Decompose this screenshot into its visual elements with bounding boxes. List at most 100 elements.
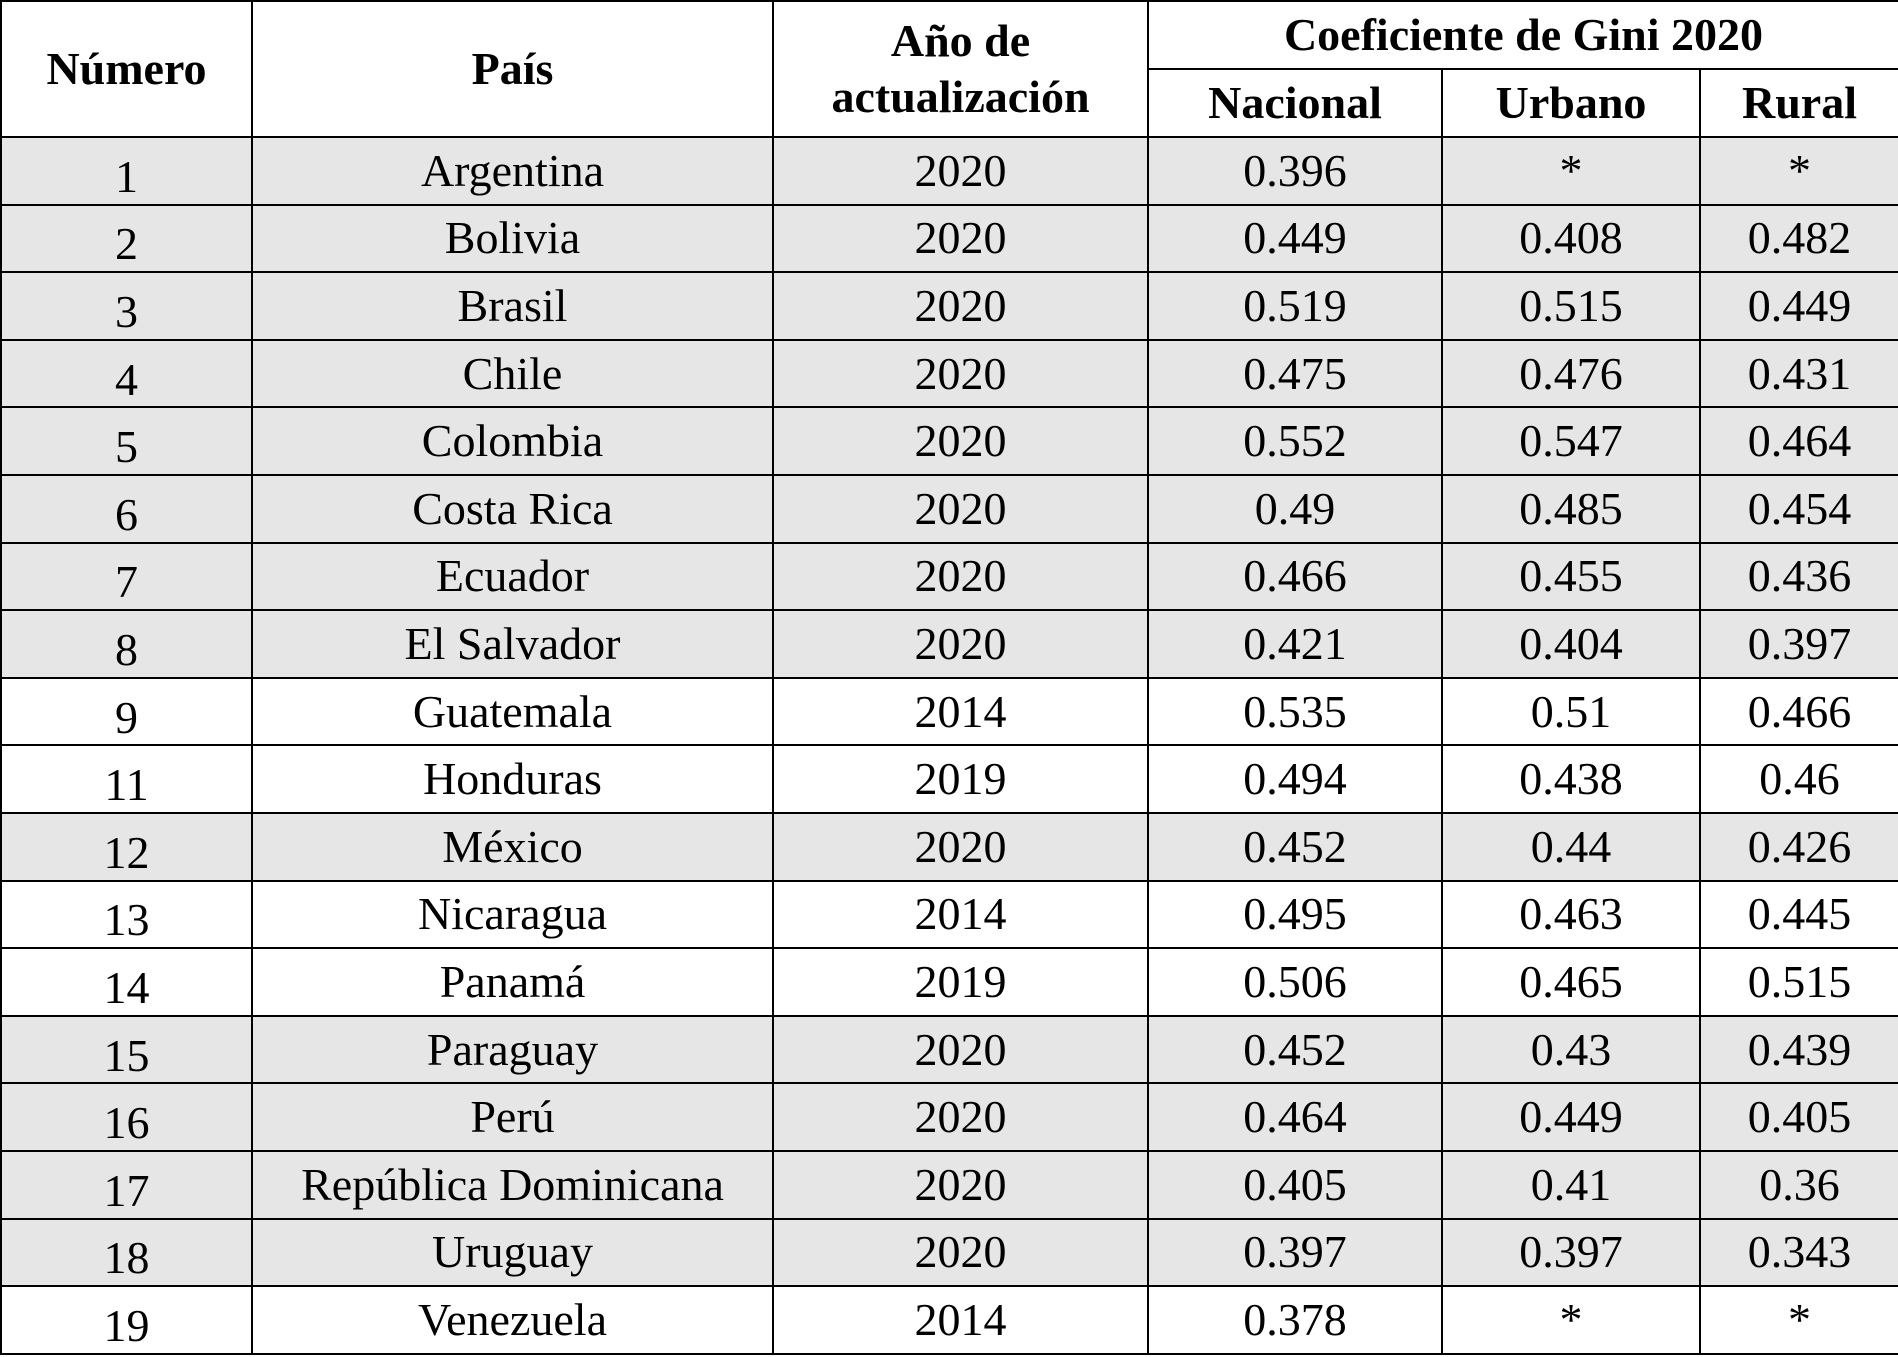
cell-anio: 2020	[772, 406, 1149, 476]
cell-numero: 2	[0, 203, 253, 274]
cell-pais: México	[251, 811, 774, 882]
cell-nacional: 0.495	[1147, 879, 1443, 950]
cell-rural: 0.36	[1698, 1149, 1898, 1220]
cell-numero: 11	[0, 744, 253, 814]
cell-rural: 0.445	[1698, 879, 1898, 950]
header-rural: Rural	[1698, 68, 1898, 138]
cell-anio: 2014	[772, 879, 1149, 950]
cell-pais: Argentina	[251, 136, 774, 206]
table-row: 13 Nicaragua 2014 0.495 0.463 0.445	[0, 879, 1898, 950]
cell-pais: Chile	[251, 338, 774, 409]
cell-rural: 0.405	[1698, 1082, 1898, 1152]
cell-urbano: 0.476	[1441, 338, 1701, 409]
cell-rural: 0.449	[1698, 271, 1898, 341]
cell-numero: 4	[0, 338, 253, 409]
cell-urbano: *	[1441, 136, 1701, 206]
cell-numero: 15	[0, 1014, 253, 1085]
cell-numero: 18	[0, 1217, 253, 1288]
table-row: 7 Ecuador 2020 0.466 0.455 0.436	[0, 541, 1898, 612]
cell-numero: 16	[0, 1082, 253, 1152]
cell-nacional: 0.552	[1147, 406, 1443, 476]
cell-pais: Bolivia	[251, 203, 774, 274]
cell-anio: 2020	[772, 1014, 1149, 1085]
cell-rural: *	[1698, 136, 1898, 206]
cell-urbano: 0.43	[1441, 1014, 1701, 1085]
cell-anio: 2020	[772, 1082, 1149, 1152]
table-row: 19 Venezuela 2014 0.378 * *	[0, 1285, 1898, 1355]
table-row: 18 Uruguay 2020 0.397 0.397 0.343	[0, 1217, 1898, 1288]
cell-pais: Costa Rica	[251, 473, 774, 544]
cell-nacional: 0.452	[1147, 1014, 1443, 1085]
cell-anio: 2020	[772, 811, 1149, 882]
cell-urbano: 0.408	[1441, 203, 1701, 274]
cell-pais: Brasil	[251, 271, 774, 341]
cell-numero: 19	[0, 1285, 253, 1355]
cell-numero: 12	[0, 811, 253, 882]
cell-nacional: 0.452	[1147, 811, 1443, 882]
cell-urbano: *	[1441, 1285, 1701, 1355]
cell-numero: 13	[0, 879, 253, 950]
cell-nacional: 0.397	[1147, 1217, 1443, 1288]
cell-urbano: 0.463	[1441, 879, 1701, 950]
cell-nacional: 0.449	[1147, 203, 1443, 274]
cell-rural: 0.343	[1698, 1217, 1898, 1288]
cell-anio: 2020	[772, 541, 1149, 612]
cell-urbano: 0.397	[1441, 1217, 1701, 1288]
table-body: 1 Argentina 2020 0.396 * * 2 Bolivia 2020 0.449 0.…	[0, 136, 1898, 1355]
cell-numero: 7	[0, 541, 253, 612]
cell-urbano: 0.485	[1441, 473, 1701, 544]
cell-anio: 2014	[772, 1285, 1149, 1355]
header-anio: Año de actualización	[772, 0, 1149, 138]
cell-anio: 2020	[772, 1149, 1149, 1220]
cell-urbano: 0.465	[1441, 947, 1701, 1017]
cell-rural: 0.466	[1698, 676, 1898, 747]
table-row: 15 Paraguay 2020 0.452 0.43 0.439	[0, 1014, 1898, 1085]
table-row: 1 Argentina 2020 0.396 * *	[0, 136, 1898, 206]
cell-urbano: 0.515	[1441, 271, 1701, 341]
table-row: 9 Guatemala 2014 0.535 0.51 0.466	[0, 676, 1898, 747]
cell-pais: Honduras	[251, 744, 774, 814]
cell-pais: República Dominicana	[251, 1149, 774, 1220]
cell-anio: 2020	[772, 136, 1149, 206]
cell-urbano: 0.404	[1441, 609, 1701, 679]
cell-nacional: 0.506	[1147, 947, 1443, 1017]
cell-nacional: 0.396	[1147, 136, 1443, 206]
table-row: 12 México 2020 0.452 0.44 0.426	[0, 811, 1898, 882]
table-row: 4 Chile 2020 0.475 0.476 0.431	[0, 338, 1898, 409]
table-header: Número País Año de actualización Coefici…	[0, 0, 1898, 138]
cell-rural: 0.397	[1698, 609, 1898, 679]
cell-numero: 17	[0, 1149, 253, 1220]
header-row-top: Número País Año de actualización Coefici…	[0, 0, 1898, 138]
header-urbano: Urbano	[1441, 68, 1701, 138]
table-row: 6 Costa Rica 2020 0.49 0.485 0.454	[0, 473, 1898, 544]
cell-rural: 0.431	[1698, 338, 1898, 409]
cell-nacional: 0.405	[1147, 1149, 1443, 1220]
table-row: 3 Brasil 2020 0.519 0.515 0.449	[0, 271, 1898, 341]
cell-pais: Ecuador	[251, 541, 774, 612]
cell-nacional: 0.519	[1147, 271, 1443, 341]
cell-numero: 14	[0, 947, 253, 1017]
cell-numero: 1	[0, 136, 253, 206]
cell-urbano: 0.51	[1441, 676, 1701, 747]
cell-nacional: 0.464	[1147, 1082, 1443, 1152]
cell-nacional: 0.494	[1147, 744, 1443, 814]
cell-numero: 3	[0, 271, 253, 341]
cell-pais: Paraguay	[251, 1014, 774, 1085]
cell-rural: 0.454	[1698, 473, 1898, 544]
table-row: 17 República Dominicana 2020 0.405 0.41 0.36	[0, 1149, 1898, 1220]
cell-anio: 2020	[772, 609, 1149, 679]
cell-rural: 0.436	[1698, 541, 1898, 612]
cell-rural: 0.46	[1698, 744, 1898, 814]
cell-urbano: 0.44	[1441, 811, 1701, 882]
table-row: 14 Panamá 2019 0.506 0.465 0.515	[0, 947, 1898, 1017]
cell-numero: 9	[0, 676, 253, 747]
header-numero: Número	[0, 0, 253, 138]
table-row: 8 El Salvador 2020 0.421 0.404 0.397	[0, 609, 1898, 679]
cell-nacional: 0.49	[1147, 473, 1443, 544]
table-row: 16 Perú 2020 0.464 0.449 0.405	[0, 1082, 1898, 1152]
cell-numero: 5	[0, 406, 253, 476]
header-row-sub: Nacional Urbano Rural	[1, 68, 1898, 138]
table-row: 2 Bolivia 2020 0.449 0.408 0.482	[0, 203, 1898, 274]
cell-pais: Uruguay	[251, 1217, 774, 1288]
cell-rural: 0.439	[1698, 1014, 1898, 1085]
